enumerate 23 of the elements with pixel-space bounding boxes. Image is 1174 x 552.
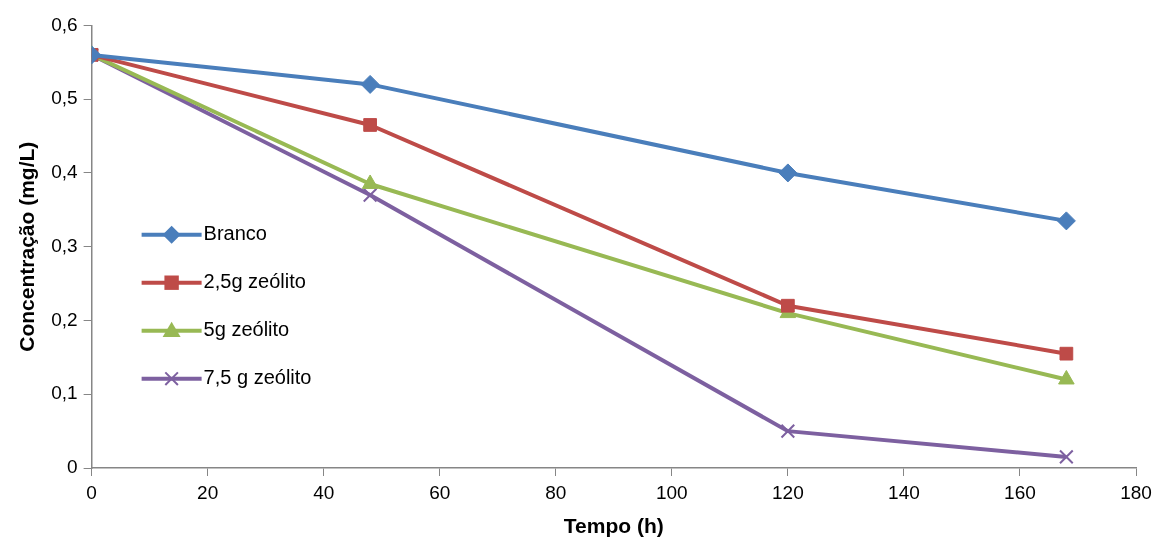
x-tick-label: 120 — [772, 481, 804, 503]
legend-label: 2,5g zeólito — [203, 270, 306, 293]
x-tick-label: 180 — [1120, 481, 1152, 503]
y-tick-label: 0,2 — [51, 308, 78, 330]
x-tick-label: 0 — [86, 481, 97, 503]
legend-label: 5g zeólito — [203, 318, 290, 341]
x-tick-label: 40 — [313, 481, 335, 503]
y-tick-label: 0,6 — [51, 13, 78, 35]
x-tick-label: 80 — [545, 481, 567, 503]
y-axis-title: Concentração (mg/L) — [15, 141, 39, 352]
x-tick-label: 60 — [429, 481, 451, 503]
y-tick-label: 0,3 — [51, 234, 78, 256]
x-tick-label: 160 — [1004, 481, 1036, 503]
x-axis-title: Tempo (h) — [563, 514, 664, 538]
y-tick-label: 0,5 — [51, 87, 78, 109]
legend-label: 7,5 g zeólito — [203, 366, 312, 389]
x-tick-label: 100 — [655, 481, 688, 503]
y-tick-label: 0 — [67, 456, 78, 478]
y-tick-label: 0,4 — [51, 161, 79, 183]
x-tick-label: 140 — [888, 481, 920, 503]
legend-label: Branco — [203, 222, 267, 245]
x-tick-label: 20 — [197, 481, 219, 503]
y-tick-label: 0,1 — [51, 382, 78, 404]
